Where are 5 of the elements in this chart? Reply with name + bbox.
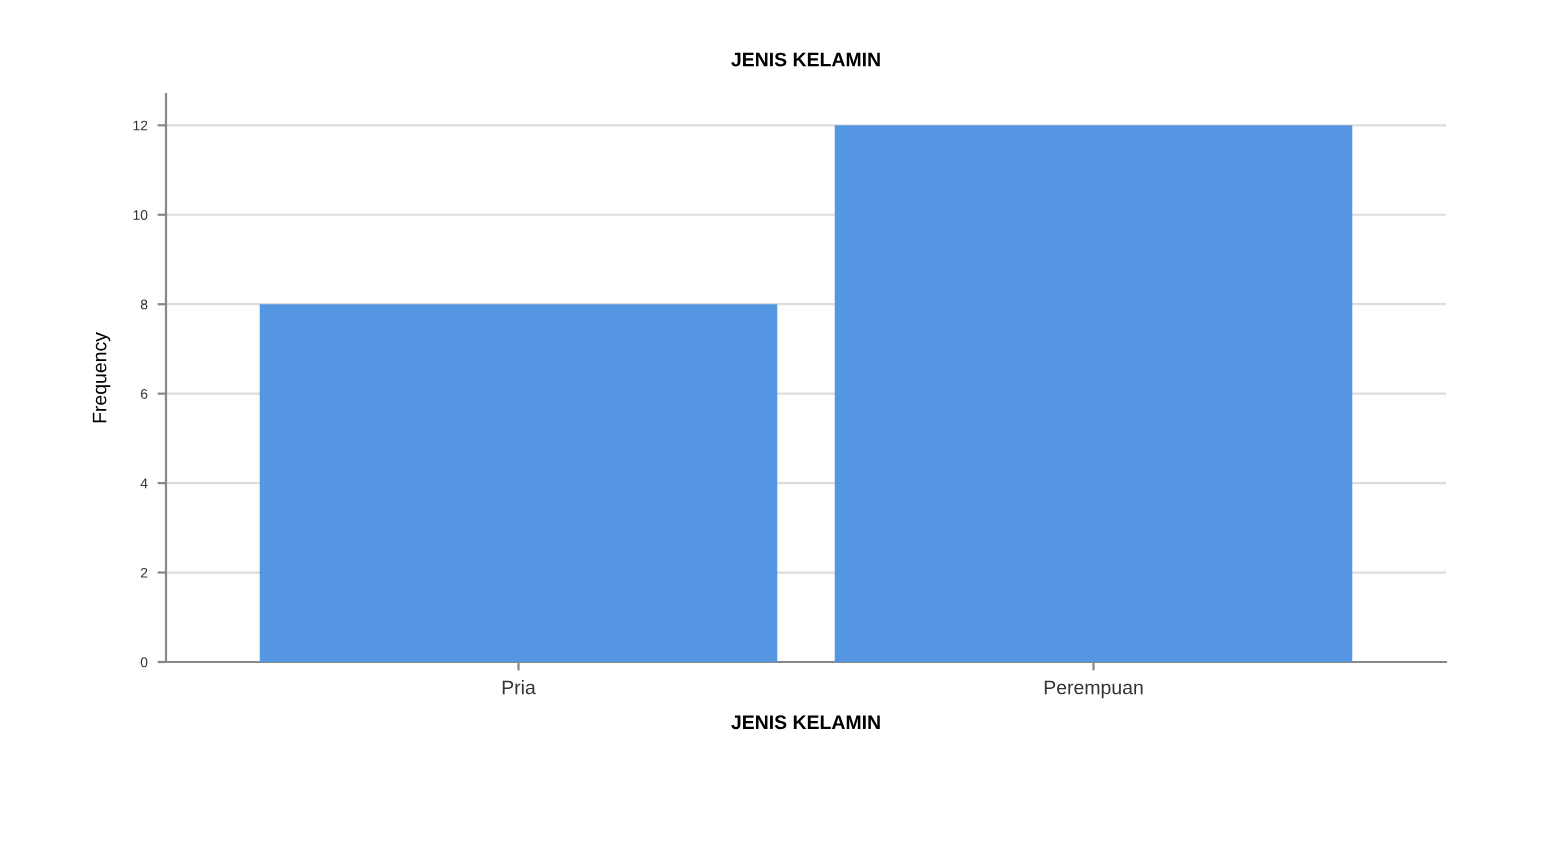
- y-axis-title: Frequency: [92, 332, 111, 423]
- x-tick-label: Pria: [502, 680, 536, 695]
- x-axis-title: JENIS KELAMIN: [731, 715, 880, 730]
- chart-title: JENIS KELAMIN: [731, 52, 880, 67]
- x-tick-label: Perempuan: [1044, 680, 1143, 699]
